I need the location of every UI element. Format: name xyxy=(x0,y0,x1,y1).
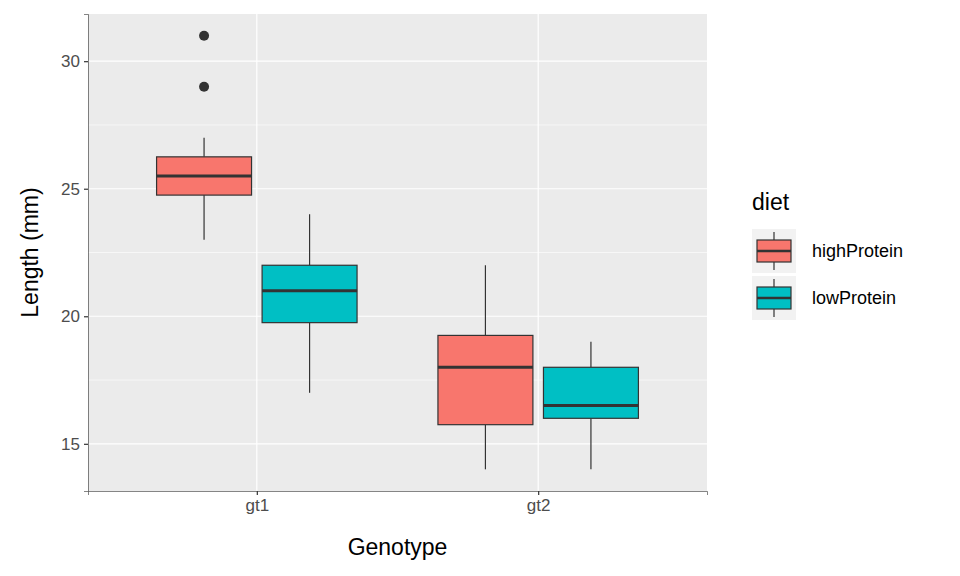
y-tick: 15 xyxy=(61,435,88,454)
grid xyxy=(88,14,707,491)
y-tick-label: 20 xyxy=(61,307,80,326)
major-grid-line xyxy=(88,443,707,444)
legend-label: highProtein xyxy=(812,241,903,261)
x-tick-label: gt2 xyxy=(527,496,551,515)
box-body xyxy=(157,157,252,195)
whisker-low xyxy=(203,195,204,240)
median xyxy=(543,404,638,407)
minor-grid-line xyxy=(88,252,707,253)
major-grid-line xyxy=(88,316,707,317)
y-tick-label: 30 xyxy=(61,52,80,71)
minor-grid-line xyxy=(88,124,707,125)
whisker-high xyxy=(203,138,204,157)
outlier xyxy=(199,82,209,92)
x-tick-label: gt1 xyxy=(245,496,269,515)
x-tick-mark xyxy=(257,491,258,495)
y-tick-label: 15 xyxy=(61,435,80,454)
whisker-low xyxy=(590,418,591,469)
box xyxy=(157,31,252,240)
chart: 15 20 25 30 gt1 gt2 Genotype Length (mm) diet hig… xyxy=(0,0,960,576)
box xyxy=(438,265,533,469)
legend: diet highProtein lowProtein xyxy=(752,189,903,320)
y-axis: 15 20 25 30 xyxy=(61,15,88,492)
legend-key-median xyxy=(757,297,791,299)
y-axis-title: Length (mm) xyxy=(17,187,43,317)
marks xyxy=(157,31,639,470)
x-tick: gt1 xyxy=(245,491,269,515)
legend-label: lowProtein xyxy=(812,288,896,308)
y-axis-line xyxy=(84,15,89,492)
y-tick: 20 xyxy=(61,307,88,326)
box-body xyxy=(262,265,357,322)
y-tick-mark xyxy=(84,189,88,190)
legend-key xyxy=(752,276,796,320)
legend-key xyxy=(752,229,796,273)
legend-key-background xyxy=(752,276,796,320)
y-tick: 30 xyxy=(61,52,88,71)
legend-title: diet xyxy=(752,189,790,215)
x-axis-line xyxy=(89,492,708,496)
whisker-high xyxy=(485,265,486,335)
box-body xyxy=(438,335,533,424)
outlier xyxy=(199,31,209,41)
x-tick: gt2 xyxy=(527,491,551,515)
median xyxy=(262,289,357,292)
box xyxy=(543,342,638,470)
y-tick-mark xyxy=(84,444,88,445)
whisker-high xyxy=(590,342,591,368)
major-grid-line xyxy=(256,14,257,491)
major-grid-line xyxy=(538,14,539,491)
median xyxy=(438,366,533,369)
box-body xyxy=(543,367,638,418)
y-tick-label: 25 xyxy=(61,180,80,199)
x-tick-mark xyxy=(538,491,539,495)
legend-key-median xyxy=(757,250,791,252)
major-grid-line xyxy=(88,61,707,62)
whisker-low xyxy=(485,425,486,470)
y-tick-mark xyxy=(84,316,88,317)
plot-background xyxy=(88,14,707,491)
legend-key-box xyxy=(757,240,791,262)
x-axis: gt1 gt2 xyxy=(89,491,708,515)
y-tick-mark xyxy=(84,61,88,62)
median xyxy=(157,174,252,177)
legend-key-background xyxy=(752,229,796,273)
whisker-high xyxy=(309,214,310,265)
box xyxy=(262,214,357,393)
y-tick: 25 xyxy=(61,180,88,199)
whisker-low xyxy=(309,323,310,393)
x-axis-title: Genotype xyxy=(348,534,448,560)
legend-key-box xyxy=(757,287,791,309)
